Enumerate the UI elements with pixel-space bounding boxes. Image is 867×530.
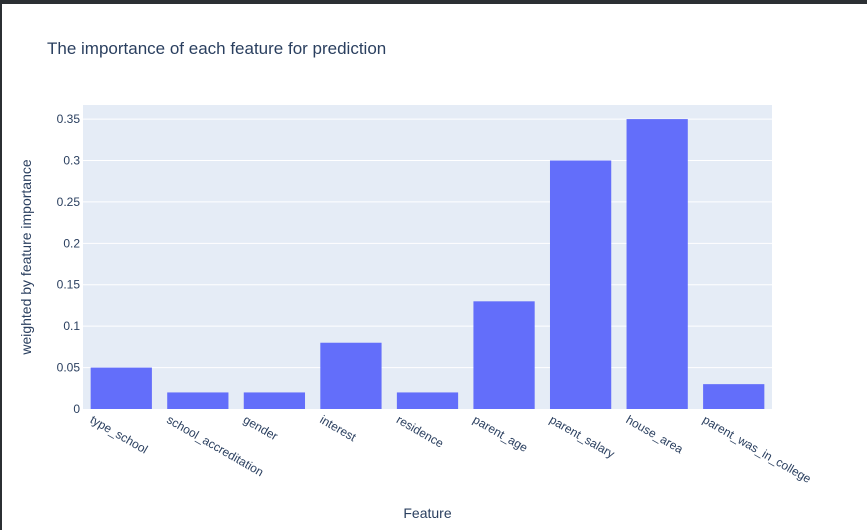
x-tick-label: type_school: [88, 412, 150, 456]
bar-parent-salary: [549, 160, 612, 409]
x-tick-label: house_area: [624, 412, 686, 456]
bar-parent-was-in-college: [703, 384, 765, 409]
y-axis-title: weighted by feature importance: [18, 159, 34, 356]
y-tick-label: 0.25: [57, 195, 81, 209]
bar-residence: [396, 392, 459, 409]
window-left-border: [0, 0, 2, 530]
y-tick-label: 0.3: [63, 153, 80, 167]
bar-house-area: [626, 119, 688, 410]
y-tick-label: 0.35: [57, 112, 81, 126]
bar-interest: [320, 342, 382, 409]
y-tick-label: 0.1: [63, 319, 80, 333]
y-tick-label: 0.15: [57, 278, 81, 292]
x-tick-label: parent_was_in_college: [700, 412, 814, 486]
x-tick-label: interest: [317, 412, 359, 444]
y-tick-label: 0: [73, 402, 80, 416]
x-tick-label: parent_salary: [547, 412, 617, 460]
bar-parent-age: [473, 301, 535, 409]
chart-title: The importance of each feature for predi…: [47, 39, 387, 58]
x-tick-label: gender: [241, 412, 280, 443]
x-tick-label: parent_age: [471, 412, 531, 455]
bar-gender: [243, 392, 306, 409]
bar-type-school: [90, 367, 152, 409]
bar-school-accreditation: [167, 392, 229, 409]
window-top-border: [0, 0, 867, 4]
y-tick-label: 0.2: [63, 236, 80, 250]
y-tick-labels: 0 0.05 0.1 0.15 0.2 0.25 0.3 0.35: [57, 112, 81, 416]
x-tick-label: residence: [394, 412, 446, 450]
y-tick-label: 0.05: [57, 361, 81, 375]
bars: [90, 119, 765, 410]
x-axis-title: Feature: [403, 505, 451, 521]
